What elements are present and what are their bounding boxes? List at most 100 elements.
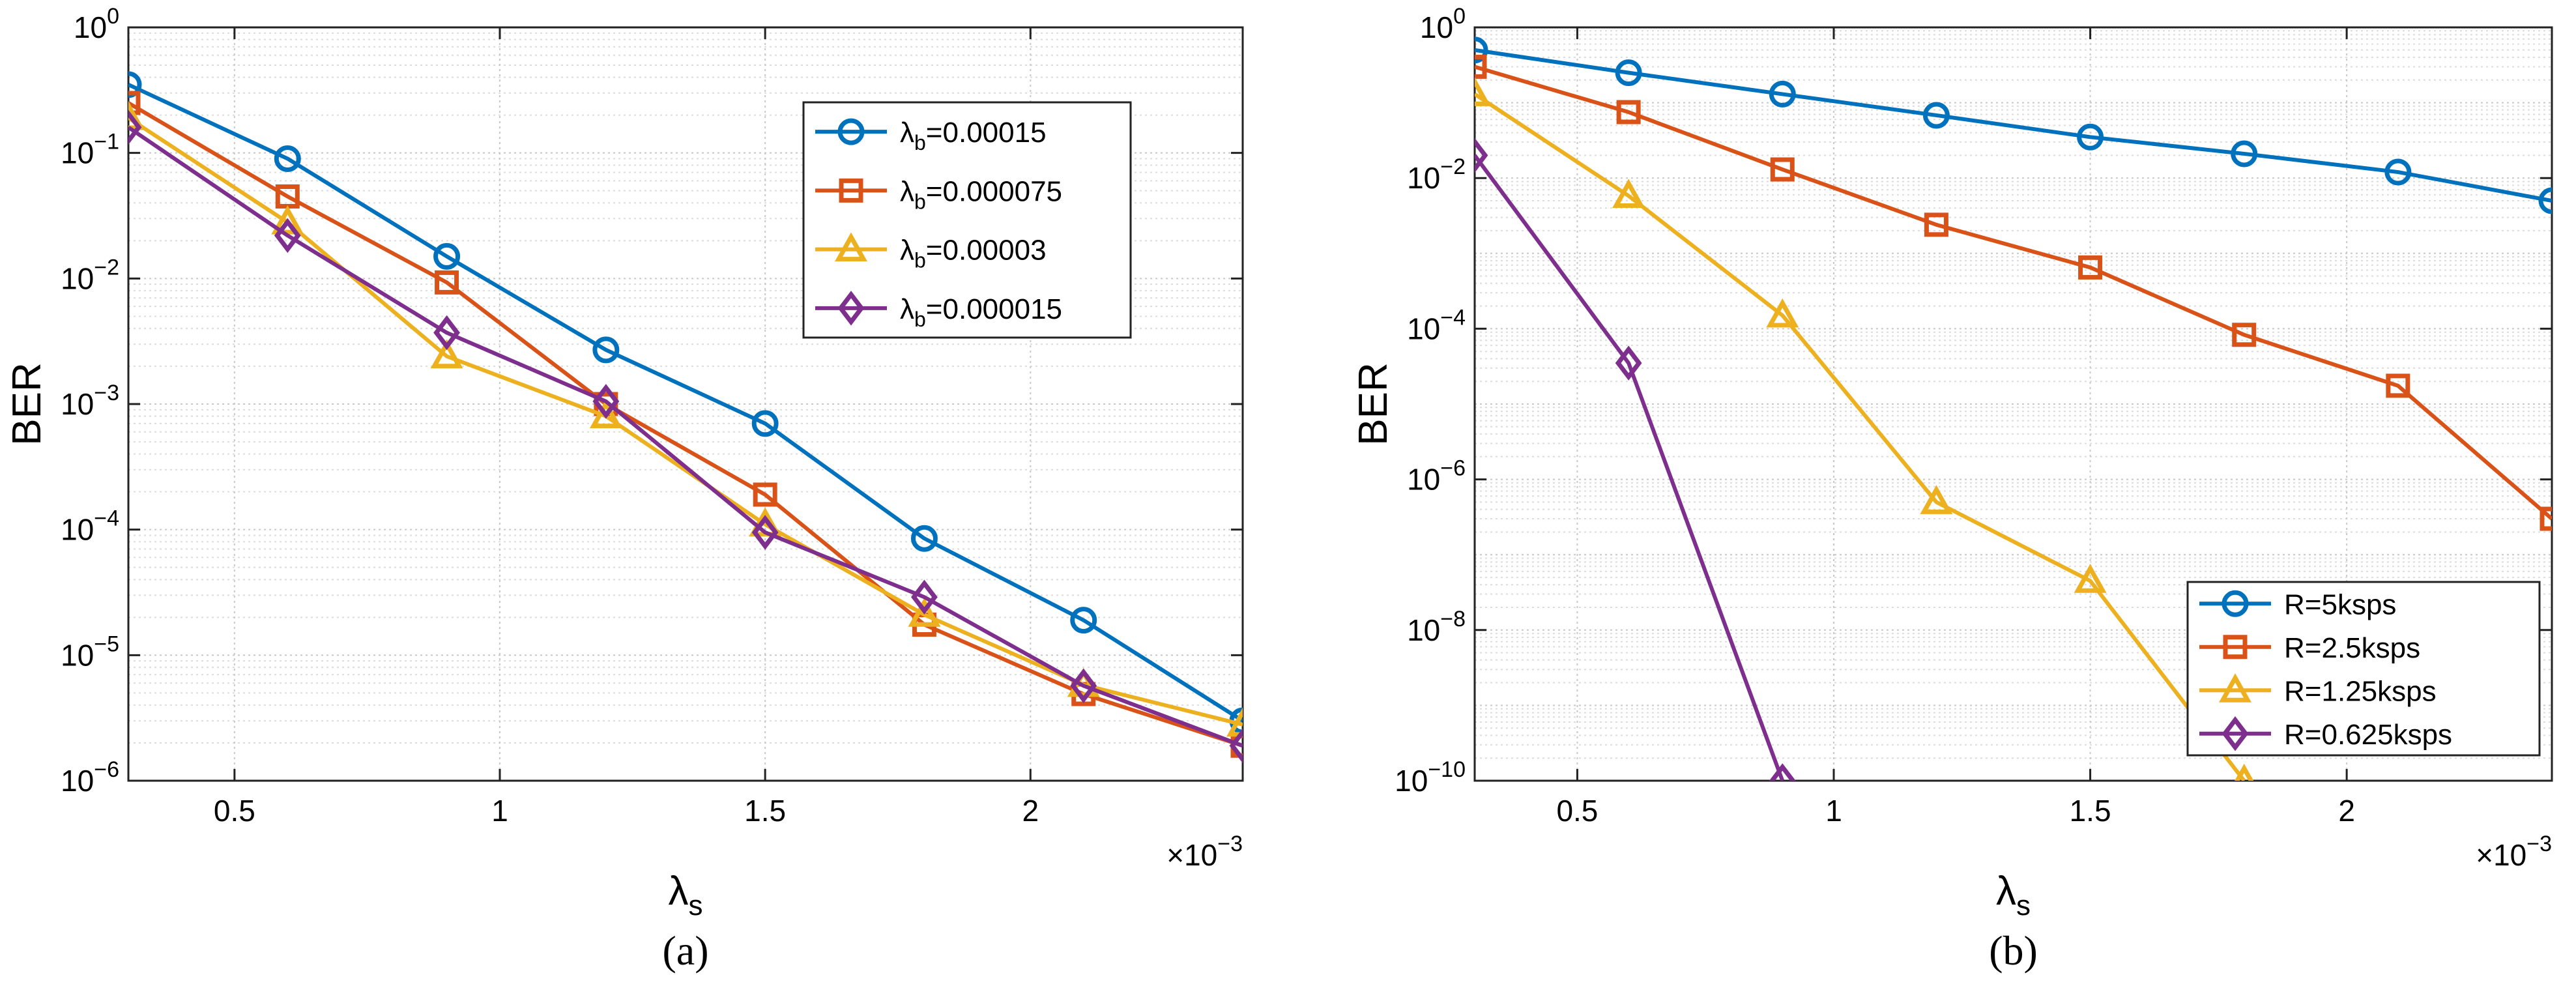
legend-item: R=1.25ksps: [2199, 673, 2437, 707]
data-point-marker: [1475, 36, 1488, 64]
data-point-marker: [1920, 485, 1953, 514]
data-point-marker: [2077, 123, 2104, 151]
legend-item: λb=0.000075: [815, 175, 1062, 213]
data-point-marker: [1612, 179, 1645, 209]
legend-marker: [2221, 716, 2249, 751]
y-tick-base: 10: [61, 261, 94, 295]
y-tick-base: 10: [61, 513, 94, 547]
legend-label-subscript: b: [914, 131, 926, 154]
x-scale-base: ×10: [2476, 838, 2526, 872]
series-3: [1475, 77, 2254, 781]
legend-label-main: R=2.5ksps: [2284, 632, 2420, 664]
data-point-marker: [1475, 138, 1488, 173]
y-tick-label: 10−8: [1407, 607, 1466, 647]
legend-label: R=2.5ksps: [2284, 632, 2420, 664]
legend-marker: [837, 118, 865, 145]
legend-label-main: R=1.25ksps: [2284, 675, 2437, 707]
y-tick-base: 10: [1407, 161, 1440, 195]
legend-label-rest: =0.00015: [926, 117, 1047, 149]
data-point-marker: [1226, 707, 1243, 737]
data-point-marker: [2074, 564, 2107, 593]
legend-marker: [2223, 635, 2248, 660]
legend-label-subscript: b: [914, 249, 926, 272]
data-point-marker: [592, 384, 620, 419]
x-axis-label-subscript: s: [2016, 890, 2031, 921]
data-point-marker: [1924, 212, 1948, 237]
x-tick-label: 0.5: [214, 794, 255, 828]
data-point-marker: [2386, 373, 2410, 398]
y-tick-base: 10: [74, 10, 107, 44]
y-tick-exponent: −5: [94, 631, 119, 656]
legend-label: R=0.625ksps: [2284, 719, 2452, 751]
data-point-marker: [271, 205, 304, 235]
legend-label-main: λ: [900, 235, 914, 267]
data-point-marker: [592, 336, 620, 364]
y-tick-base: 10: [1407, 312, 1440, 345]
y-tick-label: 10−6: [61, 757, 119, 798]
data-point-marker: [274, 145, 301, 172]
legend-item: λb=0.00015: [815, 117, 1047, 154]
data-point-marker: [2538, 187, 2552, 214]
y-tick-exponent: −6: [1440, 456, 1466, 481]
chart-panel-b: 0.5 1 1.5 210−1010−810−610−410−2100BERλs×10…: [1351, 4, 2553, 974]
series-2: [1475, 54, 2552, 531]
series-4: [128, 109, 1243, 764]
data-point-marker: [2384, 158, 2412, 186]
y-tick-label: 10−10: [1395, 757, 1466, 798]
y-tick-exponent: −1: [94, 130, 119, 154]
y-tick-base: 10: [1420, 10, 1453, 44]
data-point-marker: [274, 218, 301, 254]
legend-label-rest: =0.000015: [926, 293, 1062, 325]
y-tick-label: 10−3: [61, 381, 119, 421]
data-point-marker: [433, 315, 460, 351]
legend-marker: [2221, 590, 2249, 617]
data-point-marker: [430, 339, 463, 369]
legend-item: R=5ksps: [2199, 588, 2396, 620]
data-point-marker: [1070, 607, 1097, 634]
y-tick-label: 10−6: [1407, 456, 1466, 497]
x-tick-label: 0.5: [1556, 794, 1598, 828]
legend-label: R=5ksps: [2284, 588, 2396, 620]
x-axis-label-main: λ: [669, 869, 689, 914]
x-axis-label-main: λ: [1996, 869, 2016, 914]
data-point-marker: [433, 242, 461, 270]
x-scale-exponent: −3: [2526, 832, 2552, 856]
series-1: [1475, 36, 2552, 214]
legend-marker: [837, 291, 865, 326]
data-point-marker: [1229, 728, 1243, 764]
legend-item: R=2.5ksps: [2199, 632, 2420, 664]
x-axis-label-subscript: s: [689, 890, 703, 921]
legend-item: R=0.625ksps: [2199, 716, 2452, 751]
y-tick-exponent: 0: [1453, 4, 1466, 29]
data-point-marker: [589, 399, 622, 429]
y-axis-label: BER: [5, 362, 50, 445]
chart-panel-a: 0.5 1 1.5 210−610−510−410−310−210−1100BERλs…: [5, 4, 1244, 974]
series-line: [1475, 92, 2246, 781]
legend-label-main: R=0.625ksps: [2284, 719, 2452, 751]
data-point-marker: [2231, 140, 2258, 167]
legend-item: λb=0.000015: [815, 291, 1062, 331]
legend-label-main: R=5ksps: [2284, 588, 2396, 620]
data-point-marker: [128, 100, 145, 130]
y-tick-label: 10−2: [61, 255, 119, 295]
data-point-marker: [753, 482, 777, 507]
x-axis-exponent-note: ×10−3: [1166, 832, 1243, 872]
data-point-marker: [751, 515, 779, 550]
data-point-marker: [910, 525, 938, 552]
series-line: [128, 101, 1243, 748]
legend-label-subscript: b: [914, 308, 926, 331]
series-line: [1475, 154, 1785, 781]
legend-label: λb=0.00015: [900, 117, 1047, 154]
x-tick-label: 1.5: [2070, 794, 2111, 828]
legend-label: R=1.25ksps: [2284, 675, 2437, 707]
legend-item: λb=0.00003: [815, 232, 1047, 272]
series-4: [1475, 138, 1796, 781]
x-axis-label: λs: [669, 869, 703, 921]
panel-label: (b): [1989, 927, 2038, 974]
legend-marker: [2219, 673, 2251, 703]
y-tick-label: 10−1: [61, 130, 119, 170]
legend-label-main: λ: [900, 293, 914, 325]
data-point-marker: [751, 410, 779, 437]
y-tick-exponent: −8: [1440, 607, 1466, 631]
